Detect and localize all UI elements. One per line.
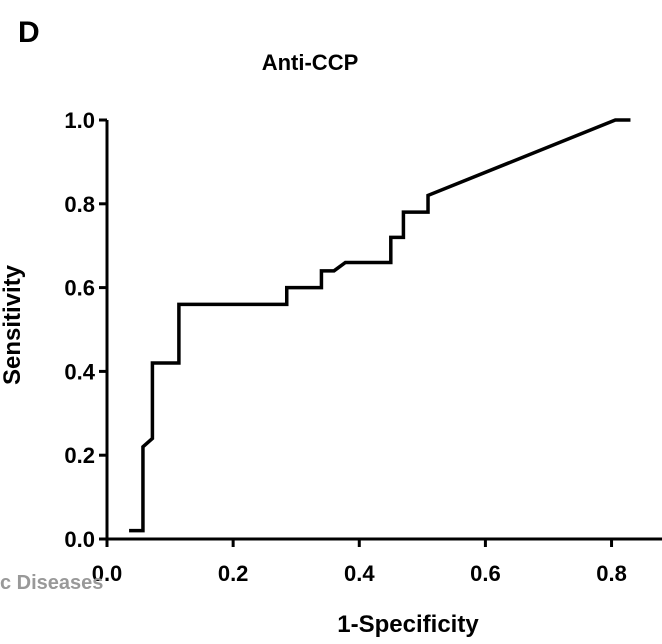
x-tick-label: 0.6 — [470, 561, 501, 586]
roc-line — [129, 118, 631, 533]
x-tick-label: 0.2 — [218, 561, 249, 586]
y-tick-label: 0.0 — [64, 527, 95, 552]
x-axis-label: 1-Specificity — [337, 611, 479, 638]
y-axis-label: Sensitivity — [0, 264, 26, 385]
y-tick-label: 0.6 — [64, 276, 95, 301]
y-tick-label: 0.4 — [64, 359, 95, 384]
chart-title: Anti-CCP — [262, 50, 359, 75]
y-tick-label: 0.2 — [64, 443, 95, 468]
x-tick-label: 0.4 — [344, 561, 375, 586]
y-tick-label: 1.0 — [64, 108, 95, 133]
panel-label: D — [18, 16, 40, 49]
x-tick-label: 0.0 — [92, 561, 123, 586]
watermark: c Diseases — [0, 572, 103, 594]
y-tick-label: 0.8 — [64, 192, 95, 217]
x-tick-label: 0.8 — [596, 561, 627, 586]
